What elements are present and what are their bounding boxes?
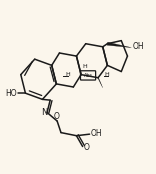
Text: OH: OH: [133, 42, 144, 51]
Polygon shape: [107, 42, 131, 48]
Text: H: H: [104, 72, 109, 77]
Text: Abs: Abs: [84, 73, 93, 78]
Text: N: N: [41, 108, 47, 117]
Text: H: H: [66, 72, 70, 77]
Text: OH: OH: [90, 129, 102, 138]
Text: H: H: [83, 64, 87, 69]
Text: O: O: [54, 112, 60, 121]
Text: HO: HO: [5, 89, 17, 98]
Text: O: O: [83, 143, 89, 152]
Polygon shape: [98, 78, 103, 88]
